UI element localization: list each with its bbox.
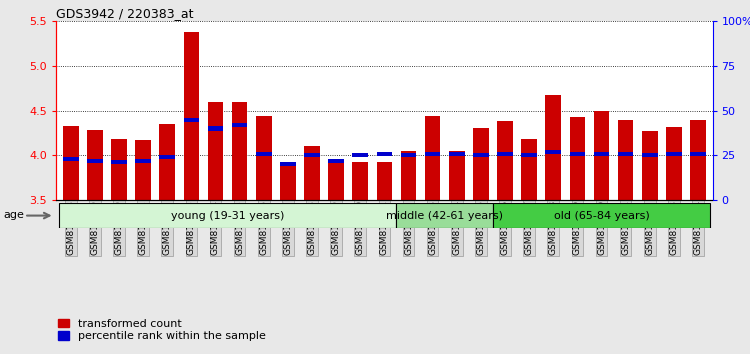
Bar — [449, 151, 464, 200]
Bar — [352, 153, 368, 157]
Bar — [160, 155, 175, 159]
Legend: transformed count, percentile rank within the sample: transformed count, percentile rank withi… — [58, 319, 266, 341]
Bar — [521, 153, 537, 157]
Bar — [690, 120, 706, 200]
Bar — [352, 162, 368, 200]
Bar — [690, 152, 706, 155]
Text: old (65-84 years): old (65-84 years) — [554, 211, 650, 221]
Bar — [545, 96, 561, 200]
Bar — [376, 152, 392, 155]
Bar — [208, 126, 224, 131]
Bar — [497, 121, 513, 200]
Bar — [642, 131, 658, 200]
Bar — [184, 118, 200, 121]
Bar — [111, 139, 127, 200]
Bar — [256, 152, 272, 155]
Bar — [666, 127, 682, 200]
Bar — [63, 126, 79, 200]
Bar — [594, 110, 609, 200]
Bar — [135, 159, 151, 163]
Bar — [497, 152, 513, 155]
Bar — [184, 32, 200, 200]
Bar — [304, 153, 320, 157]
Bar — [473, 127, 489, 200]
Bar — [87, 130, 103, 200]
Bar — [58, 203, 397, 228]
Bar — [111, 160, 127, 165]
Text: middle (42-61 years): middle (42-61 years) — [386, 211, 503, 221]
Bar — [473, 153, 489, 157]
Bar — [594, 152, 609, 155]
Bar — [397, 203, 493, 228]
Bar — [280, 162, 296, 200]
Bar — [135, 140, 151, 200]
Bar — [232, 102, 248, 200]
Bar — [545, 150, 561, 154]
Bar — [424, 152, 440, 155]
Bar — [232, 123, 248, 127]
Bar — [208, 102, 224, 200]
Text: young (19-31 years): young (19-31 years) — [171, 211, 284, 221]
Bar — [256, 116, 272, 200]
Bar — [328, 162, 344, 200]
Bar — [521, 139, 537, 200]
Bar — [304, 147, 320, 200]
Bar — [424, 116, 440, 200]
Bar — [493, 203, 710, 228]
Bar — [87, 159, 103, 163]
Bar — [618, 152, 634, 155]
Bar — [666, 152, 682, 155]
Bar — [569, 152, 585, 155]
Bar — [449, 152, 464, 155]
Bar — [400, 153, 416, 157]
Bar — [328, 159, 344, 163]
Bar — [376, 162, 392, 200]
Bar — [400, 151, 416, 200]
Bar — [569, 117, 585, 200]
Bar — [280, 162, 296, 166]
Text: age: age — [4, 210, 25, 220]
Bar — [618, 120, 634, 200]
Bar — [642, 153, 658, 157]
Bar — [160, 124, 175, 200]
Bar — [63, 157, 79, 161]
Text: GDS3942 / 220383_at: GDS3942 / 220383_at — [56, 7, 194, 20]
